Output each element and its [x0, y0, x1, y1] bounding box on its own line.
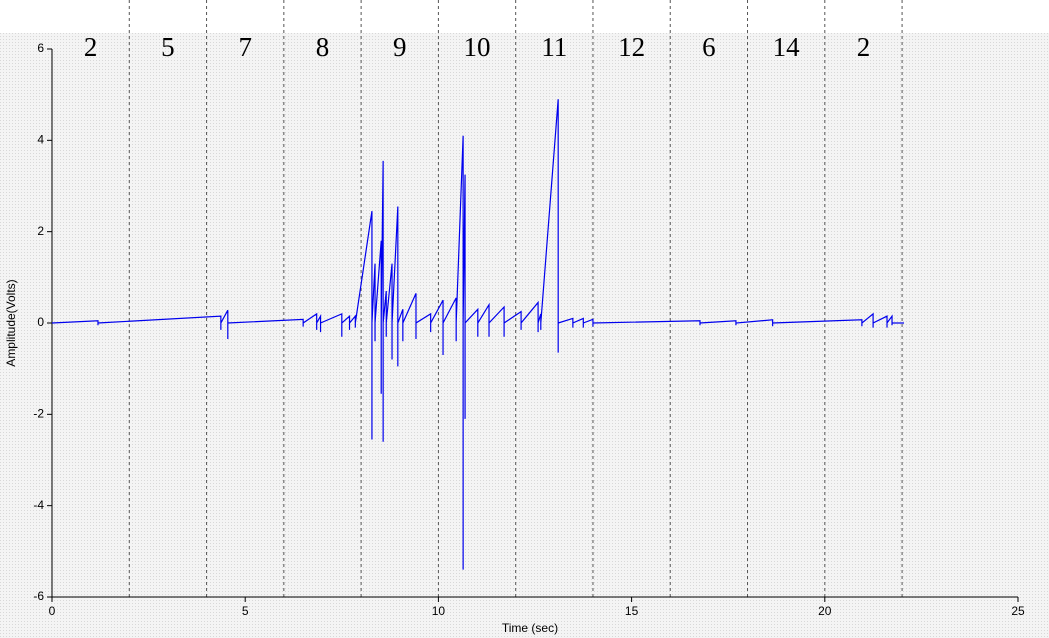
y-tick-label: 4 [37, 133, 44, 147]
y-axis-title: Amplitude(Volts) [4, 279, 18, 366]
x-tick-label: 15 [625, 604, 639, 618]
y-tick-label: 0 [37, 315, 44, 329]
signal-line [51, 99, 905, 570]
y-tick-label: -4 [33, 498, 44, 512]
segment-count: 2 [84, 32, 98, 62]
segment-count: 5 [161, 32, 175, 62]
background [0, 33, 1049, 638]
x-tick-label: 0 [49, 604, 56, 618]
x-tick-label: 25 [1011, 604, 1025, 618]
segment-count: 7 [238, 32, 252, 62]
segment-count: 9 [393, 32, 407, 62]
segment-count: 2 [857, 32, 871, 62]
segment-count: 14 [773, 32, 801, 62]
y-tick-label: -6 [33, 589, 44, 603]
x-axis-title: Time (sec) [502, 621, 558, 635]
segment-count: 11 [541, 32, 567, 62]
x-tick-label: 5 [242, 604, 249, 618]
segment-count: 10 [464, 32, 491, 62]
segment-count: 8 [316, 32, 330, 62]
x-tick-label: 20 [818, 604, 832, 618]
y-tick-label: 2 [37, 224, 44, 238]
y-tick-label: -2 [33, 407, 44, 421]
x-tick-label: 10 [432, 604, 446, 618]
segment-count: 6 [702, 32, 716, 62]
y-tick-label: 6 [37, 41, 44, 55]
segment-count: 12 [618, 32, 645, 62]
